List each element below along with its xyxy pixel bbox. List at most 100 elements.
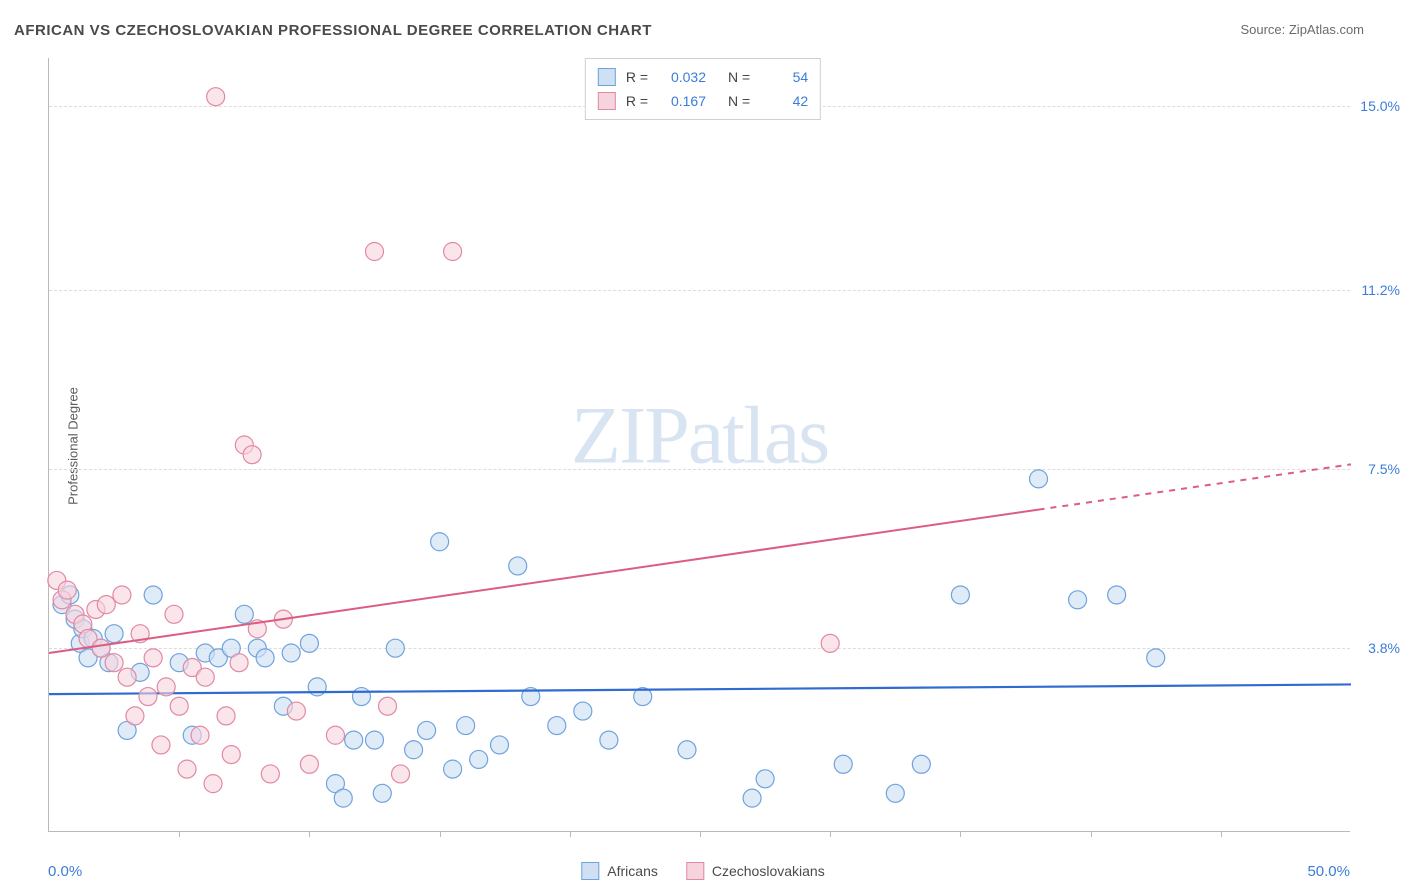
- legend-swatch: [686, 862, 704, 880]
- scatter-point: [392, 765, 410, 783]
- scatter-svg: [49, 58, 1350, 831]
- scatter-point: [287, 702, 305, 720]
- scatter-point: [1030, 470, 1048, 488]
- scatter-point: [1147, 649, 1165, 667]
- scatter-point: [386, 639, 404, 657]
- scatter-point: [256, 649, 274, 667]
- r-label: R =: [626, 65, 648, 89]
- legend-series: Africans Czechoslovakians: [581, 862, 824, 880]
- legend-swatch: [598, 68, 616, 86]
- scatter-point: [118, 668, 136, 686]
- scatter-point: [431, 533, 449, 551]
- trend-line-dashed: [1039, 464, 1351, 509]
- r-value: 0.032: [658, 65, 706, 89]
- x-tick: [179, 831, 180, 837]
- scatter-point: [548, 717, 566, 735]
- source-attribution: Source: ZipAtlas.com: [1240, 22, 1364, 37]
- x-tick: [700, 831, 701, 837]
- n-label: N =: [728, 65, 750, 89]
- scatter-point: [300, 634, 318, 652]
- scatter-point: [261, 765, 279, 783]
- y-tick-label: 11.2%: [1361, 282, 1400, 298]
- scatter-point: [345, 731, 363, 749]
- x-tick: [1091, 831, 1092, 837]
- scatter-point: [951, 586, 969, 604]
- scatter-point: [157, 678, 175, 696]
- legend-stat-row: R = 0.032 N = 54: [598, 65, 808, 89]
- scatter-point: [126, 707, 144, 725]
- scatter-point: [97, 596, 115, 614]
- scatter-point: [165, 605, 183, 623]
- legend-stat-row: R =0.167N =42: [598, 89, 808, 113]
- scatter-point: [457, 717, 475, 735]
- scatter-point: [113, 586, 131, 604]
- n-label: N =: [728, 89, 750, 113]
- n-value: 42: [760, 89, 808, 113]
- legend-series-item: Africans: [581, 862, 658, 880]
- scatter-point: [574, 702, 592, 720]
- scatter-point: [152, 736, 170, 754]
- scatter-point: [490, 736, 508, 754]
- scatter-point: [1108, 586, 1126, 604]
- scatter-point: [326, 726, 344, 744]
- scatter-point: [379, 697, 397, 715]
- scatter-point: [105, 654, 123, 672]
- scatter-point: [196, 668, 214, 686]
- x-tick: [309, 831, 310, 837]
- scatter-point: [217, 707, 235, 725]
- scatter-point: [204, 775, 222, 793]
- scatter-point: [105, 625, 123, 643]
- scatter-point: [243, 446, 261, 464]
- scatter-point: [230, 654, 248, 672]
- scatter-point: [300, 755, 318, 773]
- scatter-point: [352, 688, 370, 706]
- y-tick-label: 7.5%: [1368, 461, 1400, 477]
- n-value: 54: [760, 65, 808, 89]
- scatter-point: [235, 605, 253, 623]
- scatter-point: [600, 731, 618, 749]
- legend-series-item: Czechoslovakians: [686, 862, 825, 880]
- scatter-point: [334, 789, 352, 807]
- scatter-point: [756, 770, 774, 788]
- scatter-point: [139, 688, 157, 706]
- legend-series-label: Africans: [607, 863, 658, 879]
- scatter-point: [834, 755, 852, 773]
- trend-line: [49, 684, 1351, 694]
- x-tick: [440, 831, 441, 837]
- x-tick: [570, 831, 571, 837]
- x-tick: [830, 831, 831, 837]
- scatter-point: [405, 741, 423, 759]
- y-tick-label: 15.0%: [1360, 98, 1400, 114]
- legend-series-label: Czechoslovakians: [712, 863, 825, 879]
- scatter-point: [886, 784, 904, 802]
- scatter-point: [444, 243, 462, 261]
- scatter-point: [444, 760, 462, 778]
- scatter-point: [1069, 591, 1087, 609]
- scatter-point: [678, 741, 696, 759]
- scatter-point: [470, 750, 488, 768]
- scatter-point: [509, 557, 527, 575]
- scatter-point: [178, 760, 196, 778]
- scatter-point: [912, 755, 930, 773]
- trend-line-solid: [49, 510, 1039, 653]
- scatter-point: [207, 88, 225, 106]
- scatter-point: [373, 784, 391, 802]
- scatter-point: [418, 721, 436, 739]
- scatter-point: [58, 581, 76, 599]
- x-tick: [1221, 831, 1222, 837]
- scatter-point: [821, 634, 839, 652]
- legend-stats-box: R =0.032N =54R =0.167N =42: [585, 58, 821, 120]
- scatter-point: [743, 789, 761, 807]
- legend-swatch: [598, 92, 616, 110]
- chart-plot-area: ZIPatlas 3.8%7.5%11.2%15.0%: [48, 58, 1350, 832]
- scatter-point: [366, 731, 384, 749]
- scatter-point: [144, 649, 162, 667]
- scatter-point: [144, 586, 162, 604]
- scatter-point: [282, 644, 300, 662]
- scatter-point: [366, 243, 384, 261]
- chart-title: AFRICAN VS CZECHOSLOVAKIAN PROFESSIONAL …: [14, 22, 652, 39]
- x-axis-max-label: 50.0%: [1307, 863, 1350, 880]
- x-axis-min-label: 0.0%: [48, 863, 82, 880]
- x-tick: [960, 831, 961, 837]
- scatter-point: [222, 746, 240, 764]
